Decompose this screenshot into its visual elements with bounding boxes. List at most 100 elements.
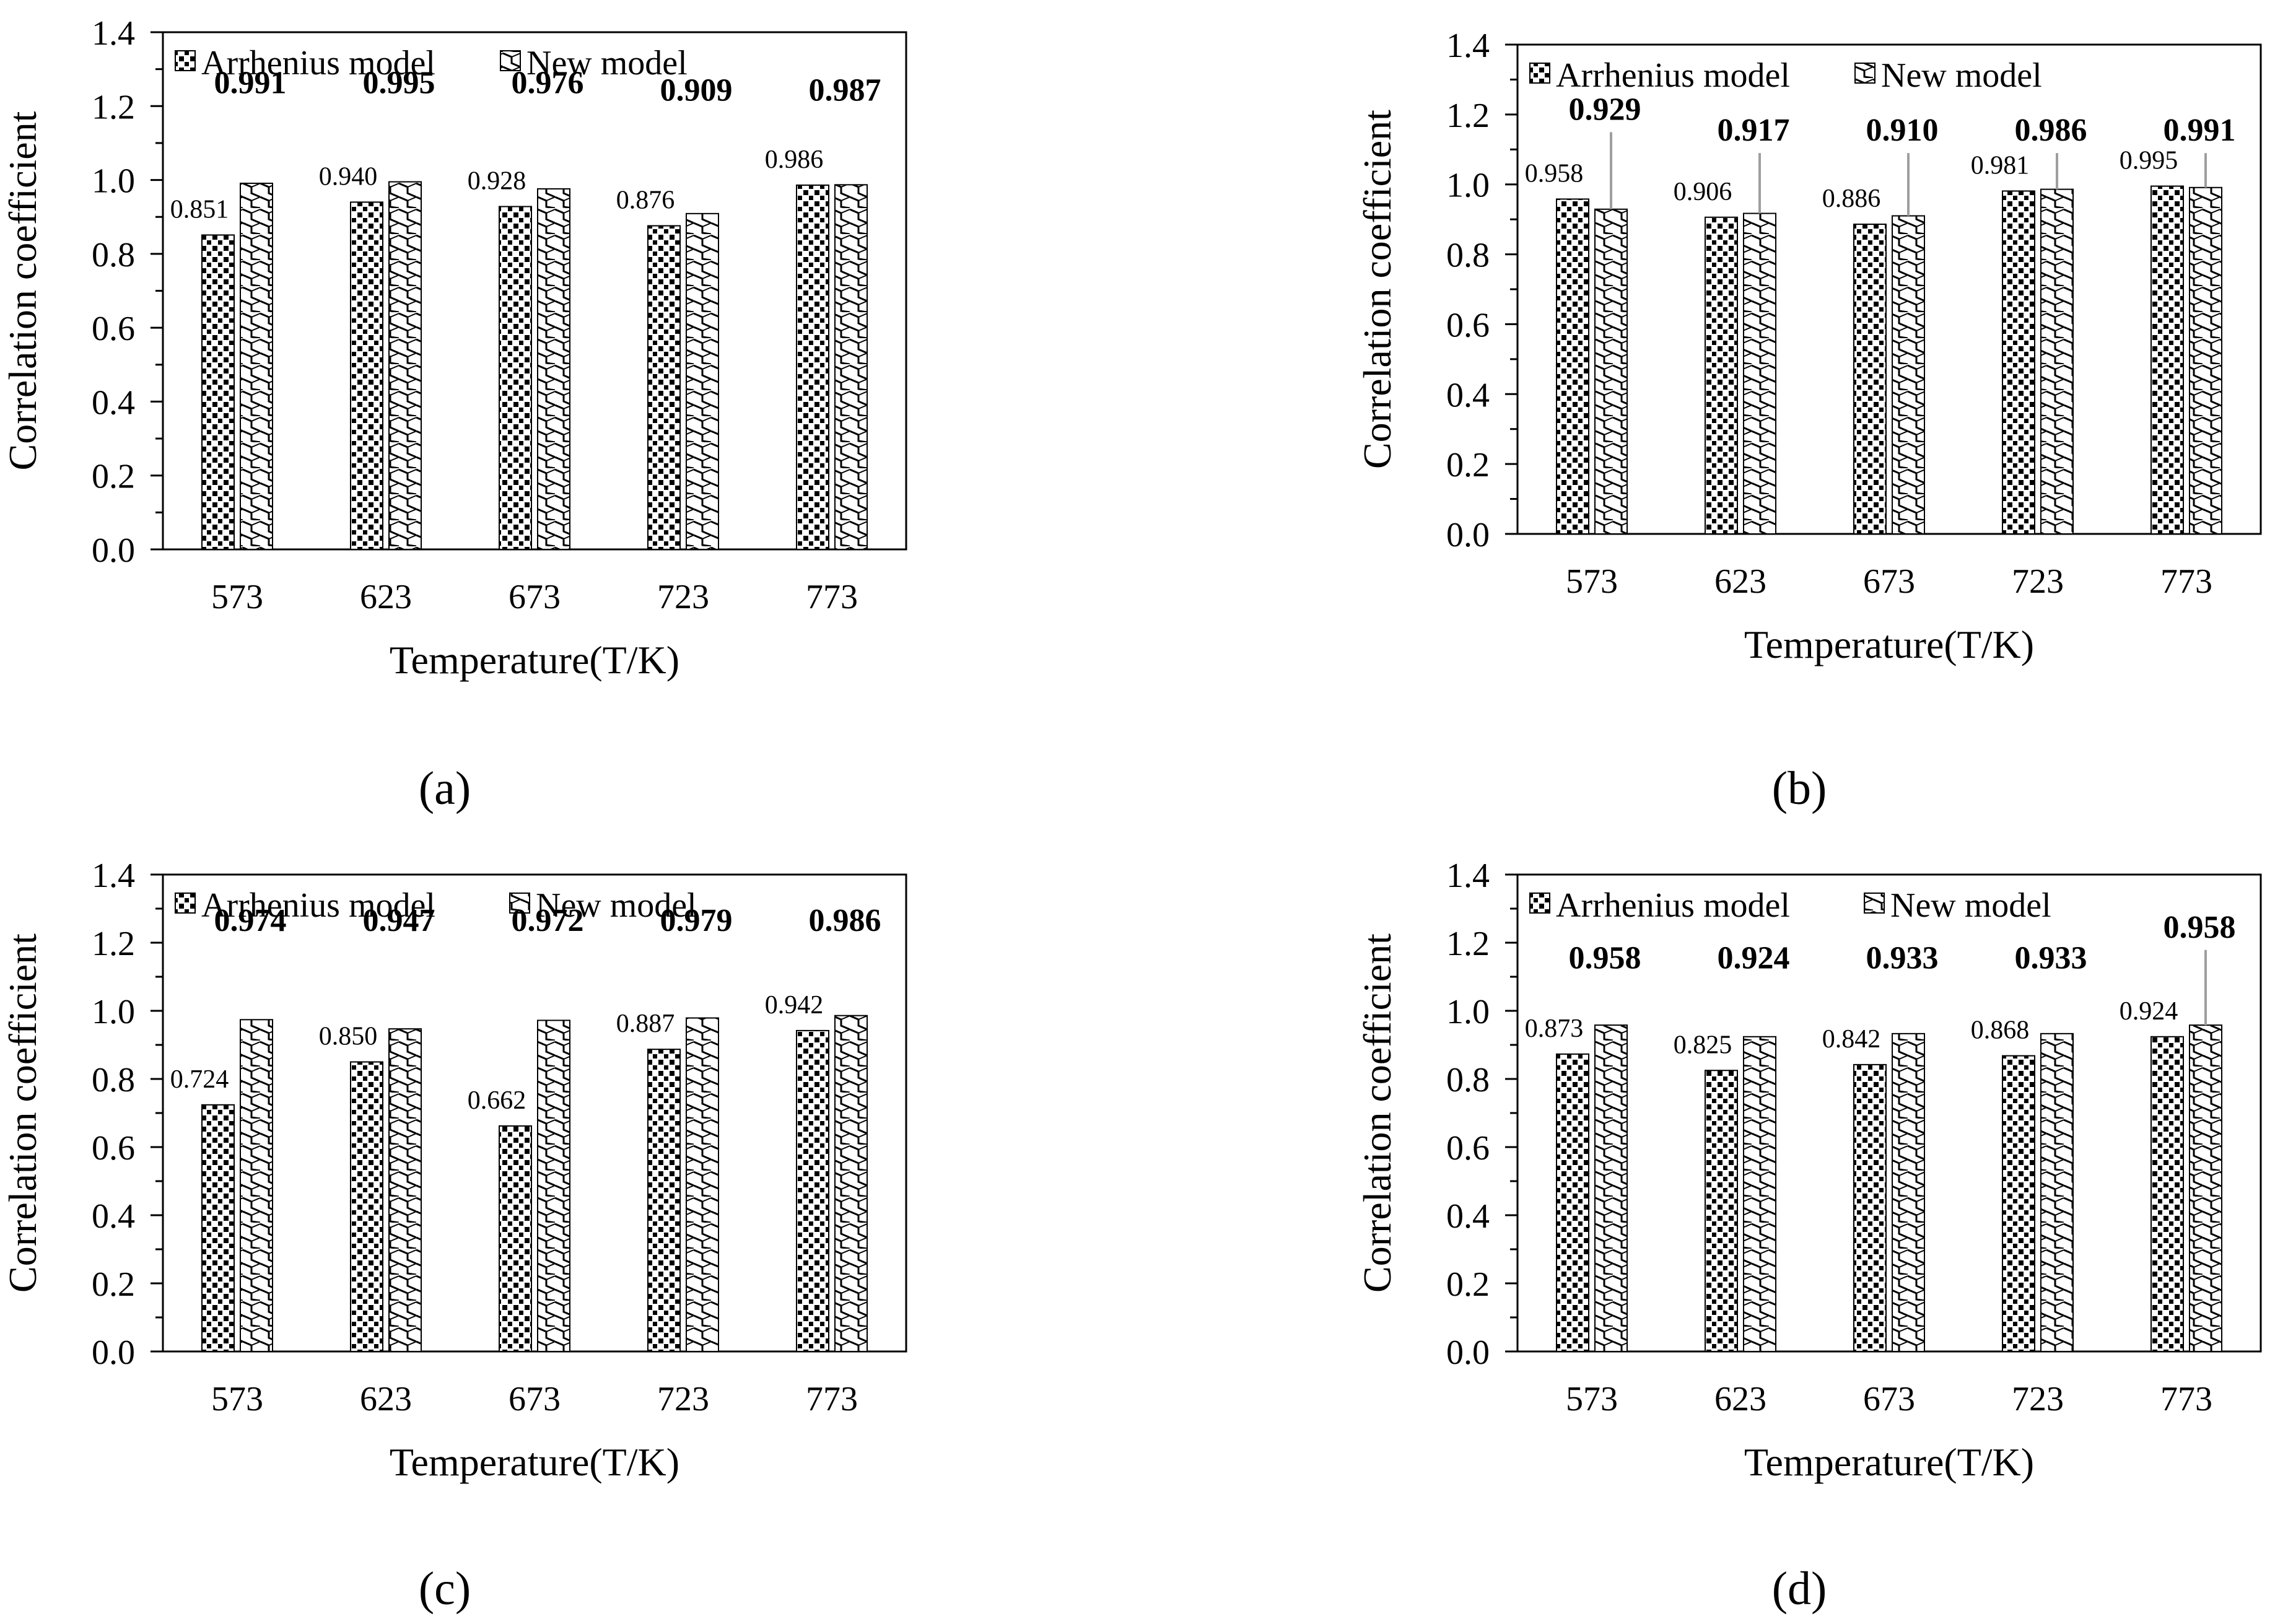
x-axis-title: Temperature(T/K)	[1744, 1440, 2034, 1484]
x-tick-label: 573	[211, 578, 263, 616]
bar-new-model-673	[537, 188, 570, 550]
data-label-arrhenius-673: 0.842	[1822, 1025, 1881, 1054]
x-tick-label: 573	[1566, 1380, 1618, 1418]
data-label-new-model-673: 0.910	[1866, 113, 1939, 148]
y-tick-label: 0.6	[1446, 306, 1490, 344]
legend-label-new-model: New model	[536, 886, 697, 925]
y-tick-label: 1.4	[92, 857, 135, 895]
bar-arrhenius-623	[1705, 216, 1738, 535]
x-axis-title: Temperature(T/K)	[390, 638, 679, 682]
data-label-new-model-723: 0.933	[2015, 940, 2087, 976]
legend-swatch-new-model	[1864, 893, 1885, 914]
legend-swatch-new-model	[1854, 63, 1875, 84]
bar-arrhenius-673	[499, 206, 532, 550]
data-label-arrhenius-573: 0.958	[1525, 159, 1584, 188]
legend-label-new-model: New model	[1881, 56, 2042, 95]
x-tick-label: 573	[1566, 562, 1618, 601]
y-tick-label: 1.0	[92, 162, 135, 201]
x-tick-label: 573	[211, 1380, 263, 1418]
x-tick-label: 673	[1863, 562, 1915, 601]
y-tick-label: 0.2	[92, 458, 135, 496]
x-tick-label: 773	[2160, 562, 2212, 601]
bar-new-model-723	[686, 1017, 719, 1353]
legend-swatch-arrhenius	[175, 893, 196, 914]
bar-arrhenius-773	[796, 1029, 829, 1352]
bar-new-model-773	[2189, 1024, 2222, 1352]
chart-panel-b: 0.0 0.2 0.4 0.6 0.8 1.0 1.2 1.4 Correlation coef…	[1355, 27, 2262, 814]
bar-arrhenius-723	[2002, 1055, 2035, 1352]
data-label-new-model-673: 0.933	[1866, 940, 1939, 976]
bar-new-model-773	[834, 184, 868, 550]
x-tick-label: 773	[806, 1380, 858, 1418]
y-tick-label: 0.4	[92, 383, 135, 422]
bar-arrhenius-773	[796, 184, 829, 550]
data-label-arrhenius-723: 0.868	[1971, 1016, 2030, 1045]
data-label-new-model-673: 0.976	[512, 65, 584, 100]
x-tick-label: 723	[2012, 1380, 2064, 1418]
y-tick-label: 0.2	[1446, 446, 1490, 484]
data-label-arrhenius-573: 0.873	[1525, 1015, 1584, 1043]
bar-arrhenius-723	[647, 1049, 681, 1353]
y-tick-label: 1.4	[92, 14, 135, 53]
legend-label-arrhenius: Arrhenius model	[201, 44, 435, 82]
bar-arrhenius-573	[1556, 1053, 1589, 1352]
legend-swatch-arrhenius	[1529, 893, 1550, 914]
x-tick-label: 673	[509, 1380, 561, 1418]
panel-label: (b)	[1772, 762, 1827, 814]
y-tick-label: 0.0	[92, 1334, 135, 1372]
y-tick-label: 0.4	[1446, 1197, 1490, 1236]
bar-new-model-573	[1594, 1024, 1628, 1352]
data-label-new-model-773: 0.991	[2164, 113, 2236, 148]
data-label-arrhenius-673: 0.928	[468, 167, 526, 196]
y-tick-label: 0.8	[1446, 1061, 1490, 1099]
legend-label-new-model: New model	[1890, 886, 2051, 925]
bar-arrhenius-723	[647, 225, 681, 550]
x-tick-label: 623	[1714, 562, 1766, 601]
y-tick-label: 1.2	[92, 925, 135, 963]
x-tick-label: 623	[360, 1380, 412, 1418]
bar-arrhenius-623	[1705, 1070, 1738, 1352]
panel-label: (c)	[419, 1563, 471, 1615]
data-label-arrhenius-573: 0.851	[170, 195, 229, 224]
x-axis-title: Temperature(T/K)	[390, 1440, 679, 1484]
data-label-new-model-773: 0.987	[809, 72, 881, 108]
bar-arrhenius-773	[2151, 185, 2184, 535]
x-tick-label: 623	[1714, 1380, 1766, 1418]
bar-new-model-573	[240, 1019, 273, 1353]
y-tick-label: 0.4	[92, 1197, 135, 1236]
bar-new-model-623	[1743, 1036, 1776, 1353]
y-axis-title: Correlation coefficient	[1355, 110, 1399, 469]
y-tick-label: 0.0	[92, 531, 135, 570]
legend-swatch-arrhenius	[175, 50, 196, 71]
y-tick-label: 1.4	[1446, 857, 1490, 895]
data-label-arrhenius-723: 0.981	[1971, 151, 2030, 180]
y-tick-label: 1.2	[92, 88, 135, 126]
x-tick-label: 673	[1863, 1380, 1915, 1418]
bar-arrhenius-573	[201, 234, 235, 550]
y-tick-label: 0.2	[1446, 1265, 1490, 1304]
chart-panel-d: 0.0 0.2 0.4 0.6 0.8 1.0 1.2 1.4 Correlation coef…	[1355, 857, 2262, 1615]
legend-label-arrhenius: Arrhenius model	[1556, 886, 1790, 925]
bar-arrhenius-723	[2002, 190, 2035, 535]
bar-arrhenius-623	[350, 201, 383, 551]
x-tick-label: 773	[2160, 1380, 2212, 1418]
chart-panel-a: 0.0 0.2 0.4 0.6 0.8 1.0 1.2 1.4 Correlation coef…	[1, 14, 907, 814]
data-label-arrhenius-773: 0.986	[765, 146, 824, 174]
data-label-arrhenius-723: 0.887	[616, 1010, 675, 1038]
y-tick-label: 0.6	[1446, 1129, 1490, 1168]
y-tick-label: 0.8	[92, 1061, 135, 1099]
y-tick-label: 0.0	[1446, 516, 1490, 554]
bar-new-model-623	[1743, 212, 1776, 535]
bar-new-model-573	[1594, 208, 1628, 535]
data-label-new-model-573: 0.974	[214, 903, 287, 938]
bar-arrhenius-673	[1853, 224, 1887, 535]
legend-label-new-model: New model	[526, 44, 688, 82]
data-label-new-model-773: 0.986	[809, 903, 881, 938]
data-label-arrhenius-623: 0.850	[319, 1023, 378, 1051]
bar-new-model-773	[2189, 186, 2222, 535]
bar-new-model-673	[537, 1019, 570, 1352]
y-tick-label: 1.0	[1446, 993, 1490, 1031]
y-tick-label: 0.6	[92, 1129, 135, 1168]
plot-frame	[162, 873, 907, 1353]
